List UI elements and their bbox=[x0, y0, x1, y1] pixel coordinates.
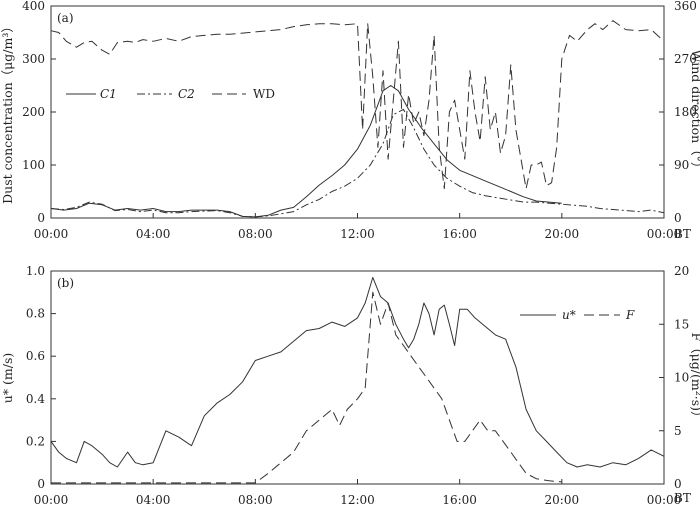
right-tick-label: 15 bbox=[674, 317, 689, 331]
panel-b-legend: u* F bbox=[520, 308, 635, 322]
right-tick-label: 10 bbox=[674, 371, 689, 385]
legend-c2-label: C2 bbox=[178, 87, 195, 101]
left-tick-label: 0 bbox=[37, 211, 45, 225]
panel-a-left-ticks: 0 100 200 300 400 bbox=[22, 0, 56, 225]
legend-wd-label: WD bbox=[253, 87, 275, 101]
right-tick-label: 0 bbox=[674, 211, 682, 225]
x-tick-label: 04:00 bbox=[136, 227, 171, 241]
x-tick-label: 20:00 bbox=[545, 493, 580, 507]
panel-a-right-ticks: 0 90 180 270 360 bbox=[659, 0, 697, 225]
right-tick-label: 180 bbox=[674, 105, 697, 119]
series-line-wd bbox=[50, 20, 665, 190]
panel-b-right-ticks: 0 5 10 15 20 bbox=[659, 264, 689, 491]
x-tick-label: 16:00 bbox=[442, 227, 477, 241]
x-tick-label: 16:00 bbox=[442, 493, 477, 507]
panel-a-series bbox=[50, 20, 665, 218]
panel-b-series bbox=[50, 276, 665, 484]
left-tick-label: 0.2 bbox=[26, 434, 45, 448]
right-tick-label: 90 bbox=[674, 158, 689, 172]
panel-b-frame bbox=[50, 270, 665, 485]
x-tick-label: 00:00 bbox=[34, 493, 69, 507]
left-tick-label: 300 bbox=[22, 52, 45, 66]
panel-b-left-axis-title: u* (m/s) bbox=[0, 353, 15, 404]
panel-a-left-axis-title: Dust concentration（μg/m³） bbox=[0, 20, 15, 204]
panel-b-label: (b) bbox=[57, 276, 74, 290]
panel-a-label: (a) bbox=[57, 11, 74, 25]
panel-b-x-unit: BT bbox=[674, 491, 691, 505]
series-line-c1 bbox=[50, 85, 562, 218]
legend-c1-label: C1 bbox=[100, 87, 117, 101]
x-tick-label: 08:00 bbox=[238, 227, 273, 241]
right-tick-label: 20 bbox=[674, 264, 689, 278]
left-tick-label: 0.6 bbox=[26, 349, 45, 363]
left-tick-label: 400 bbox=[22, 0, 45, 13]
series-line-f bbox=[51, 291, 562, 484]
x-tick-label: 08:00 bbox=[238, 493, 273, 507]
x-tick-label: 00:00 bbox=[34, 227, 69, 241]
left-tick-label: 0.4 bbox=[26, 392, 45, 406]
left-tick-label: 100 bbox=[22, 158, 45, 172]
panel-a-legend: C1 C2 WD bbox=[66, 87, 275, 101]
panel-a-x-ticks: 00:00 04:00 08:00 12:00 16:00 20:00 00:00 bbox=[34, 213, 682, 241]
panel-b: (b) 0 0.2 0.4 0.6 0.8 1.0 0 5 10 15 20 00:00 04:00… bbox=[0, 264, 700, 507]
legend-f-label: F bbox=[625, 308, 635, 322]
right-tick-label: 270 bbox=[674, 52, 697, 66]
panel-b-x-ticks: 00:00 04:00 08:00 12:00 16:00 20:00 00:00 bbox=[34, 479, 682, 507]
left-tick-label: 0 bbox=[37, 477, 45, 491]
x-tick-label: 00:00 bbox=[647, 227, 682, 241]
legend-ustar-label: u* bbox=[562, 308, 576, 322]
right-tick-label: 0 bbox=[674, 477, 682, 491]
panel-a-right-axis-title: Wind direction（°） bbox=[689, 50, 700, 175]
left-tick-label: 200 bbox=[22, 105, 45, 119]
panel-b-left-ticks: 0 0.2 0.4 0.6 0.8 1.0 bbox=[26, 264, 56, 491]
x-tick-label: 20:00 bbox=[545, 227, 580, 241]
panel-b-right-axis-title: F（μg/(m²·s)） bbox=[689, 332, 700, 423]
x-tick-label: 04:00 bbox=[136, 493, 171, 507]
left-tick-label: 1.0 bbox=[26, 264, 45, 278]
left-tick-label: 0.8 bbox=[26, 307, 45, 321]
x-tick-label: 12:00 bbox=[340, 493, 375, 507]
right-tick-label: 360 bbox=[674, 0, 697, 13]
series-line-c2 bbox=[50, 108, 665, 218]
panel-a-x-unit: BT bbox=[674, 227, 691, 241]
series-line-ustar bbox=[50, 276, 665, 468]
x-tick-label: 12:00 bbox=[340, 227, 375, 241]
x-tick-label: 00:00 bbox=[647, 493, 682, 507]
panel-a: (a) 0 100 200 300 400 0 90 180 270 360 00:00 04:0… bbox=[0, 0, 700, 241]
right-tick-label: 5 bbox=[674, 424, 682, 438]
